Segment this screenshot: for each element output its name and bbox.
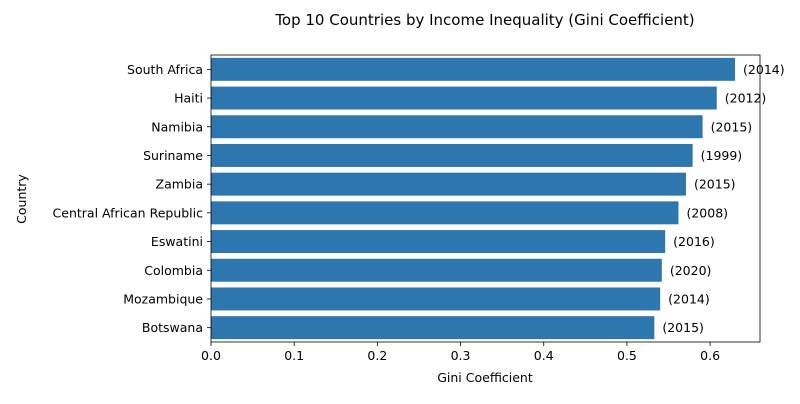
y-tick-label: Mozambique bbox=[123, 291, 203, 306]
bar bbox=[211, 143, 693, 167]
bar bbox=[211, 172, 686, 196]
y-tick-label: Central African Republic bbox=[53, 205, 204, 220]
bars-layer bbox=[211, 57, 736, 340]
bar bbox=[211, 316, 655, 340]
bar bbox=[211, 201, 679, 225]
y-tick-label: Colombia bbox=[144, 263, 203, 278]
bar bbox=[211, 86, 717, 110]
y-axis-ticks: South Africa Haiti Namibia Suriname Zambia Ce… bbox=[53, 62, 211, 335]
chart-title: Top 10 Countries by Income Inequality (G… bbox=[274, 11, 694, 29]
bar bbox=[211, 258, 662, 282]
x-tick-label: 0.3 bbox=[451, 348, 471, 363]
y-tick-label: Namibia bbox=[151, 119, 203, 134]
y-tick-label: Zambia bbox=[156, 177, 203, 192]
x-tick-label: 0.5 bbox=[617, 348, 637, 363]
y-tick-label: Eswatini bbox=[151, 234, 203, 249]
x-tick-label: 0.4 bbox=[534, 348, 554, 363]
bar-label: (2015) bbox=[711, 119, 753, 134]
bar-label: (1999) bbox=[701, 148, 743, 163]
bar bbox=[211, 57, 736, 81]
bar bbox=[211, 230, 666, 254]
y-tick-label: Botswana bbox=[142, 320, 203, 335]
bar-label: (2008) bbox=[686, 205, 728, 220]
bar-label: (2012) bbox=[725, 91, 767, 106]
y-tick-label: Suriname bbox=[143, 148, 203, 163]
x-tick-label: 0.1 bbox=[284, 348, 304, 363]
bar bbox=[211, 287, 661, 311]
y-tick-label: South Africa bbox=[127, 62, 203, 77]
bar-label: (2015) bbox=[662, 320, 704, 335]
x-tick-label: 0.2 bbox=[367, 348, 387, 363]
plot-frame bbox=[210, 54, 761, 343]
bar-label: (2015) bbox=[694, 177, 736, 192]
x-axis-ticks: 0.0 0.1 0.2 0.3 0.4 0.5 0.6 bbox=[201, 342, 720, 363]
y-tick-label: Haiti bbox=[174, 91, 203, 106]
x-axis-label: Gini Coefficient bbox=[437, 370, 533, 385]
bar-label: (2014) bbox=[743, 62, 785, 77]
bar-labels-layer: (2014) (2012) (2015) (1999) (2015) (2008) (201… bbox=[662, 62, 784, 335]
bar bbox=[211, 115, 703, 139]
bar-label: (2020) bbox=[670, 263, 712, 278]
x-tick-label: 0.0 bbox=[201, 348, 221, 363]
bar-label: (2014) bbox=[668, 291, 710, 306]
y-axis-label: Country bbox=[14, 174, 29, 224]
x-tick-label: 0.6 bbox=[700, 348, 720, 363]
bar-label: (2016) bbox=[673, 234, 715, 249]
